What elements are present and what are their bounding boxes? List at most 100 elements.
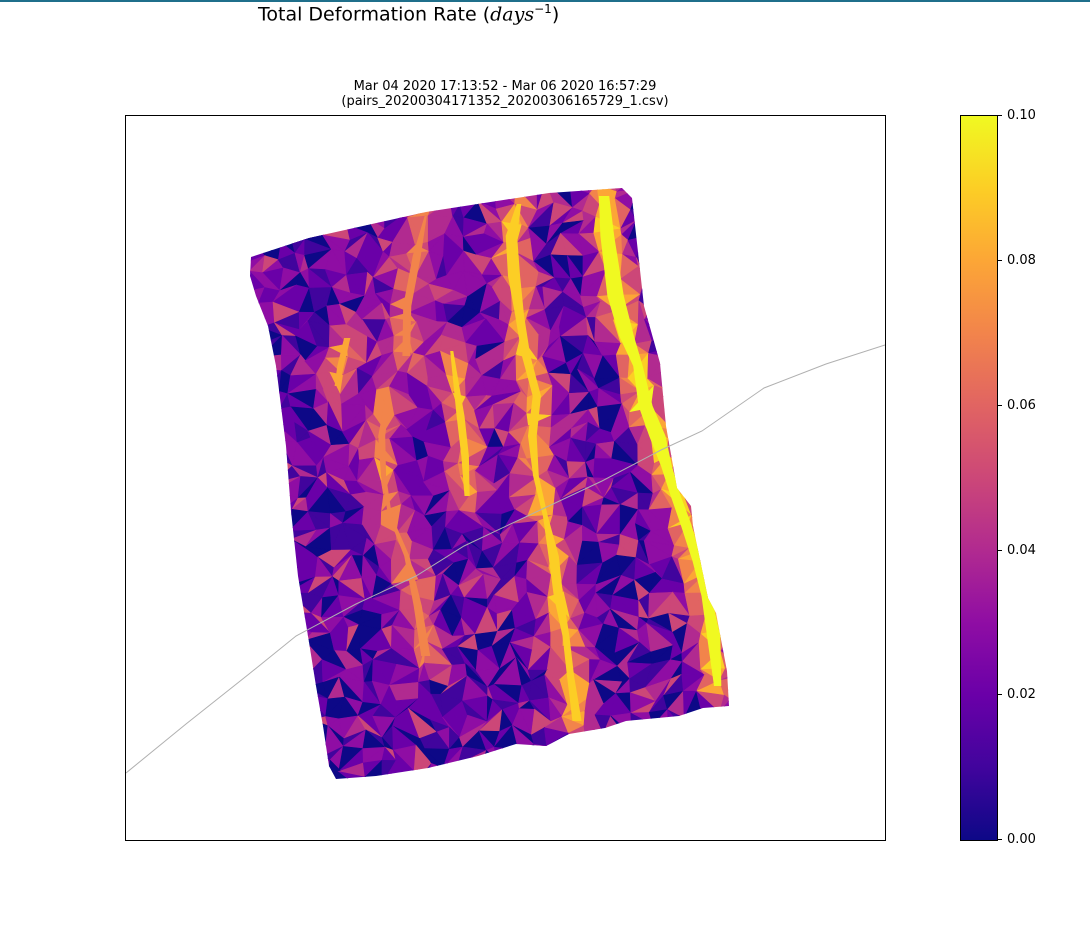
mesh-cell	[682, 345, 710, 364]
mesh-cell	[597, 801, 616, 822]
mesh-cell	[254, 222, 282, 243]
mesh-cell	[615, 188, 638, 193]
mesh-cell	[477, 188, 495, 202]
mesh-cell	[226, 205, 242, 227]
mesh-cell	[329, 780, 350, 799]
mesh-cell	[738, 663, 751, 677]
mesh-cell	[273, 576, 294, 594]
mesh-cell	[734, 493, 753, 510]
mesh-cell	[677, 438, 708, 462]
mesh-cell	[661, 205, 692, 225]
mesh-cell	[671, 414, 690, 431]
mesh-cell	[747, 448, 768, 459]
mesh-cell	[720, 303, 729, 330]
mesh-cell	[250, 732, 262, 744]
mesh-cell	[717, 188, 729, 209]
mesh-cell	[306, 725, 329, 757]
mesh-cell	[669, 242, 689, 261]
mesh-cell	[671, 299, 682, 322]
mesh-cell	[250, 188, 267, 193]
mesh-cell	[442, 763, 468, 779]
mesh-cell	[718, 736, 729, 757]
mesh-cell	[229, 488, 246, 508]
mesh-cell	[550, 805, 572, 823]
mesh-cell	[601, 747, 621, 768]
mesh-cell	[678, 734, 699, 751]
mesh-cell	[636, 794, 648, 814]
mesh-cell	[497, 749, 522, 770]
mesh-cell	[469, 813, 486, 839]
mesh-cell	[394, 813, 420, 833]
mesh-cell	[754, 355, 769, 375]
mesh-cell	[376, 166, 399, 182]
mesh-cell	[481, 802, 501, 821]
mesh-cell	[232, 528, 242, 544]
mesh-cell	[533, 796, 553, 817]
mesh-cell	[713, 817, 735, 834]
mesh-cell	[601, 766, 613, 779]
mesh-cell	[696, 408, 726, 423]
mesh-cell	[615, 749, 641, 767]
mesh-cell	[717, 177, 739, 182]
mesh-cell	[228, 354, 238, 380]
mesh-cell	[756, 270, 766, 296]
mesh-cell	[697, 731, 719, 755]
mesh-cell	[739, 325, 751, 341]
mesh-cell	[688, 257, 700, 276]
mesh-cell	[282, 800, 300, 818]
mesh-cell	[253, 480, 275, 495]
mesh-cell	[753, 475, 766, 494]
mesh-cell	[742, 811, 759, 840]
mesh-cell	[716, 494, 729, 508]
mesh-cell	[375, 822, 396, 836]
mesh-cell	[636, 811, 648, 835]
mesh-cell	[754, 607, 772, 633]
mesh-cell	[701, 794, 724, 817]
mesh-cell	[734, 222, 760, 239]
mesh-cell	[273, 508, 293, 532]
mesh-cell	[683, 478, 704, 499]
mesh-cell	[717, 232, 729, 258]
mesh-cell	[731, 528, 755, 548]
deformation-mesh	[222, 166, 777, 840]
mesh-cell	[684, 289, 706, 310]
mesh-cell	[743, 288, 756, 300]
mesh-cell	[243, 817, 259, 831]
mesh-cell	[697, 466, 721, 480]
mesh-cell	[748, 201, 777, 226]
mesh-cell	[671, 300, 679, 319]
mesh-cell	[595, 171, 613, 185]
mesh-cell	[287, 751, 316, 766]
mesh-cell	[652, 745, 667, 769]
mesh-cell	[293, 748, 317, 767]
mesh-cell	[716, 188, 729, 210]
mesh-cell	[256, 743, 278, 770]
mesh-cell	[751, 811, 775, 840]
mesh-cell	[252, 408, 280, 430]
mesh-cell	[273, 566, 294, 585]
mesh-cell	[309, 205, 324, 218]
mesh-cell	[731, 385, 750, 405]
mesh-cell	[277, 592, 297, 613]
mesh-cell	[635, 235, 653, 258]
mesh-cell	[697, 352, 722, 378]
mesh-cell	[228, 307, 241, 323]
mesh-cell	[329, 167, 344, 184]
colorbar-tick-label: 0.08	[1007, 253, 1036, 268]
mesh-cell	[662, 783, 685, 805]
mesh-cell	[307, 727, 326, 757]
mesh-cell	[701, 477, 721, 499]
mesh-cell	[597, 787, 618, 804]
mesh-cell	[280, 762, 297, 779]
mesh-cell	[699, 302, 721, 324]
mesh-cell	[514, 780, 533, 801]
mesh-cell	[222, 608, 249, 633]
mesh-cell	[579, 788, 597, 801]
colorbar-tick-label: 0.02	[1007, 687, 1036, 702]
mesh-cell	[718, 711, 729, 738]
mesh-cell	[416, 812, 430, 829]
mesh-cell	[227, 438, 250, 466]
mesh-cell	[615, 746, 641, 761]
mesh-cell	[752, 256, 777, 269]
mesh-cell	[250, 504, 266, 531]
